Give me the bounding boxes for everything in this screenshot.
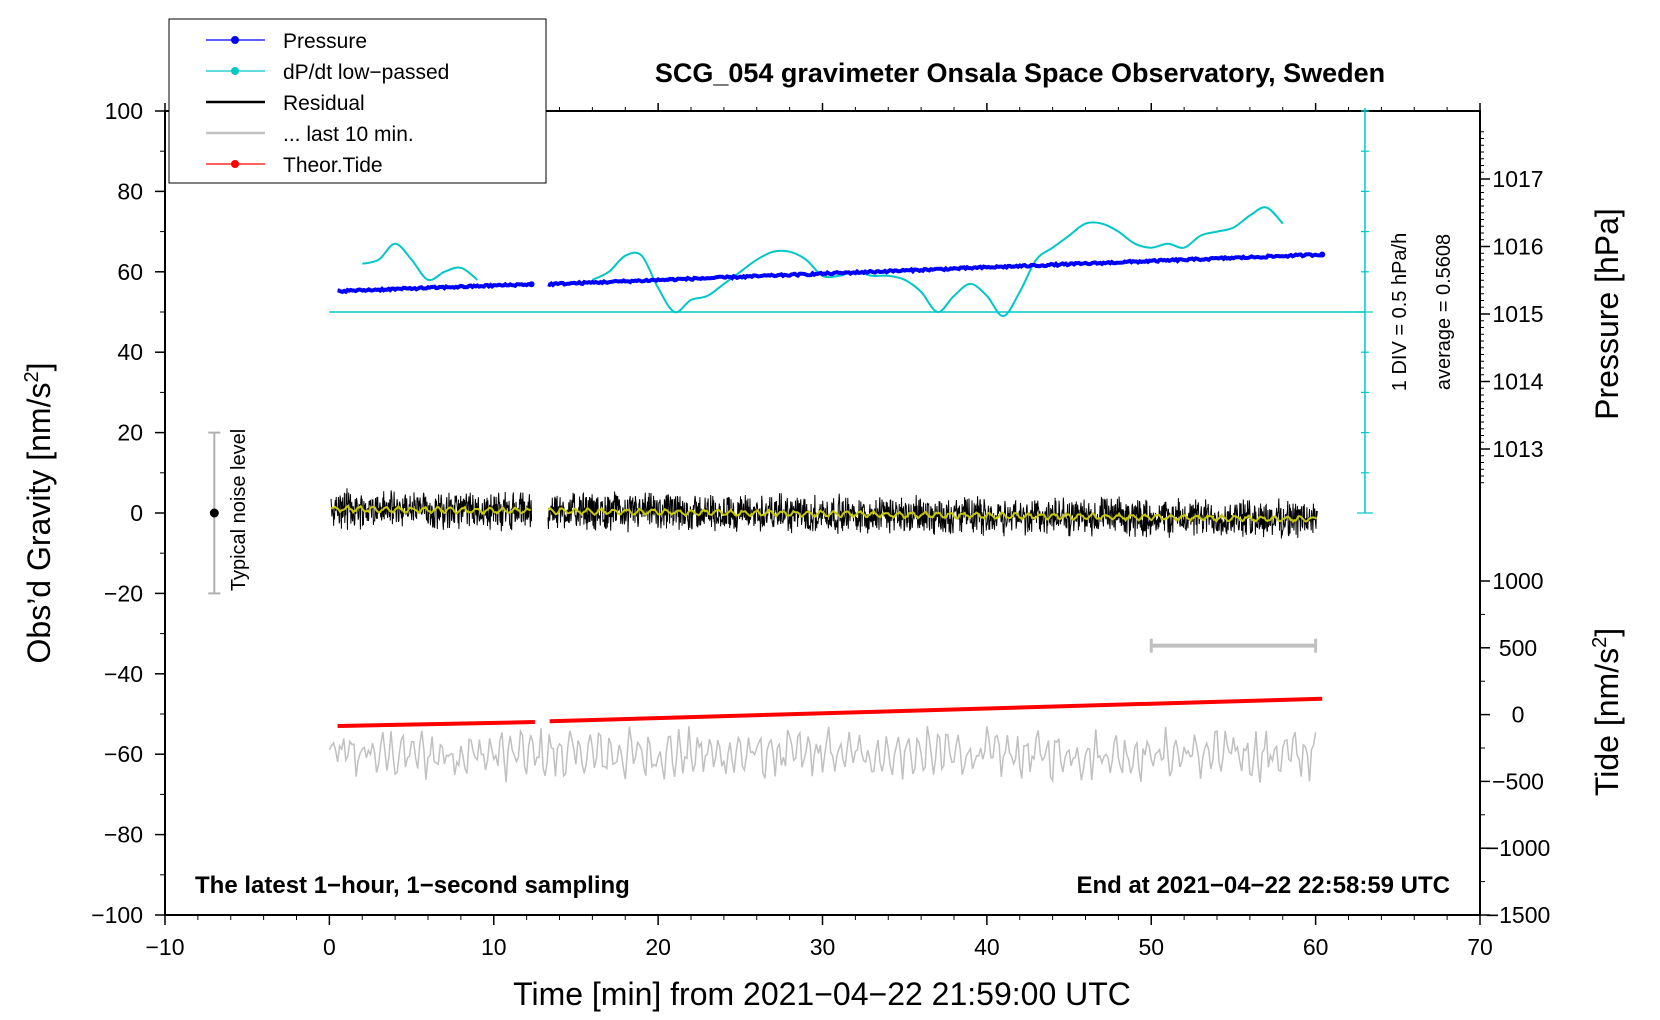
y-tick-label: −40 — [104, 661, 143, 687]
pressure-tick-label: 1016 — [1492, 234, 1543, 260]
y-tick-label: 20 — [117, 420, 143, 446]
chart-title: SCG_054 gravimeter Onsala Space Observat… — [655, 58, 1385, 88]
tide-label-main: Tide [nm/s — [1589, 648, 1625, 796]
y-tick-label: −20 — [104, 580, 143, 606]
pressure-end-marker — [528, 281, 535, 288]
y-tick-label: 80 — [117, 178, 143, 204]
legend-swatch-marker — [231, 67, 239, 75]
legend-label: Residual — [283, 92, 365, 115]
legend-label: Pressure — [283, 30, 367, 53]
average-label: average = 0.5608 — [1433, 234, 1455, 390]
last-10-min-series — [328, 725, 1317, 784]
pressure-axis-ticks: 1013 1014 1015 1016 1017 — [1480, 131, 1544, 484]
x-tick-label: 40 — [974, 934, 1000, 960]
x-axis-label: Time [min] from 2021−04−22 21:59:00 UTC — [513, 976, 1131, 1012]
y-tick-label: −60 — [104, 741, 143, 767]
residual-smoothed-series — [547, 507, 1317, 524]
x-tick-label: 30 — [810, 934, 836, 960]
dpdt-division-scale — [1356, 108, 1373, 514]
y-right-pressure-label: Pressure [hPa] — [1589, 208, 1625, 420]
typical-noise-indicator — [208, 431, 221, 595]
tide-tick-label: 1000 — [1492, 568, 1543, 594]
pressure-tick-label: 1015 — [1492, 301, 1543, 327]
legend: Pressure dP/dt low−passed Residual ... last… — [168, 18, 547, 184]
tide-label-sup: 2 — [1589, 637, 1611, 648]
legend-swatch-marker — [231, 160, 239, 168]
end-time-note: End at 2021−04−22 22:58:59 UTC — [1076, 872, 1450, 899]
sampling-note: The latest 1−hour, 1−second sampling — [195, 872, 630, 899]
tide-tick-label: 0 — [1512, 702, 1525, 728]
y-tick-label: 0 — [130, 500, 143, 526]
y-tick-label: 40 — [117, 339, 143, 365]
dpdt-series-part1 — [362, 242, 478, 282]
tide-label-end: ] — [1589, 628, 1625, 637]
div-label: 1 DIV = 0.5 hPa/h — [1389, 233, 1411, 391]
legend-label: Theor.Tide — [283, 154, 383, 177]
pressure-tick-label: 1017 — [1492, 166, 1543, 192]
x-tick-label: 70 — [1467, 934, 1493, 960]
x-tick-label: 60 — [1303, 934, 1329, 960]
tide-tick-label: −1000 — [1486, 835, 1551, 861]
tide-tick-label: 500 — [1499, 635, 1537, 661]
y-tick-label: 60 — [117, 259, 143, 285]
residual-smoothed-series — [330, 504, 531, 515]
y-left-label-main: Obs’d Gravity [nm/s — [21, 383, 57, 664]
x-tick-label: 0 — [323, 934, 336, 960]
legend-swatch-marker — [231, 36, 239, 44]
dpdt-series-part2 — [591, 206, 1284, 317]
x-tick-label: 50 — [1138, 934, 1164, 960]
tide-tick-label: −1500 — [1486, 902, 1551, 928]
pressure-tick-label: 1013 — [1492, 436, 1543, 462]
y-left-label-sup: 2 — [21, 371, 43, 382]
y-left-axis-ticks: −100 −80 −60 −40 −20 0 20 40 60 80 100 — [91, 98, 165, 928]
noise-label: Typical noise level — [228, 429, 250, 591]
residual-series — [547, 491, 1318, 539]
chart-series — [328, 206, 1365, 784]
x-tick-label: −10 — [145, 934, 184, 960]
theor-tide-series — [337, 720, 535, 729]
x-axis-ticks: −10 0 10 20 30 40 50 60 70 — [145, 103, 1493, 960]
y-tick-label: 100 — [105, 98, 143, 124]
noise-center-dot — [209, 508, 219, 518]
tide-tick-label: −500 — [1492, 768, 1544, 794]
y-tick-label: −100 — [91, 902, 143, 928]
tide-axis-ticks: −1500 −1000 −500 0 500 1000 — [1480, 568, 1550, 928]
legend-label: ... last 10 min. — [283, 123, 414, 146]
x-tick-label: 10 — [481, 934, 507, 960]
legend-label: dP/dt low−passed — [283, 61, 449, 84]
y-left-label-end: ] — [21, 363, 57, 372]
pressure-tick-label: 1014 — [1492, 369, 1543, 395]
theor-tide-series — [549, 696, 1323, 724]
pressure-series — [337, 281, 533, 295]
y-right-tide-label: Tide [nm/s2] — [1589, 628, 1625, 796]
y-left-axis-label: Obs’d Gravity [nm/s2] — [21, 363, 57, 664]
pressure-end-marker — [1319, 251, 1326, 258]
pressure-series — [547, 252, 1323, 288]
x-tick-label: 20 — [645, 934, 671, 960]
y-tick-label: −80 — [104, 822, 143, 848]
